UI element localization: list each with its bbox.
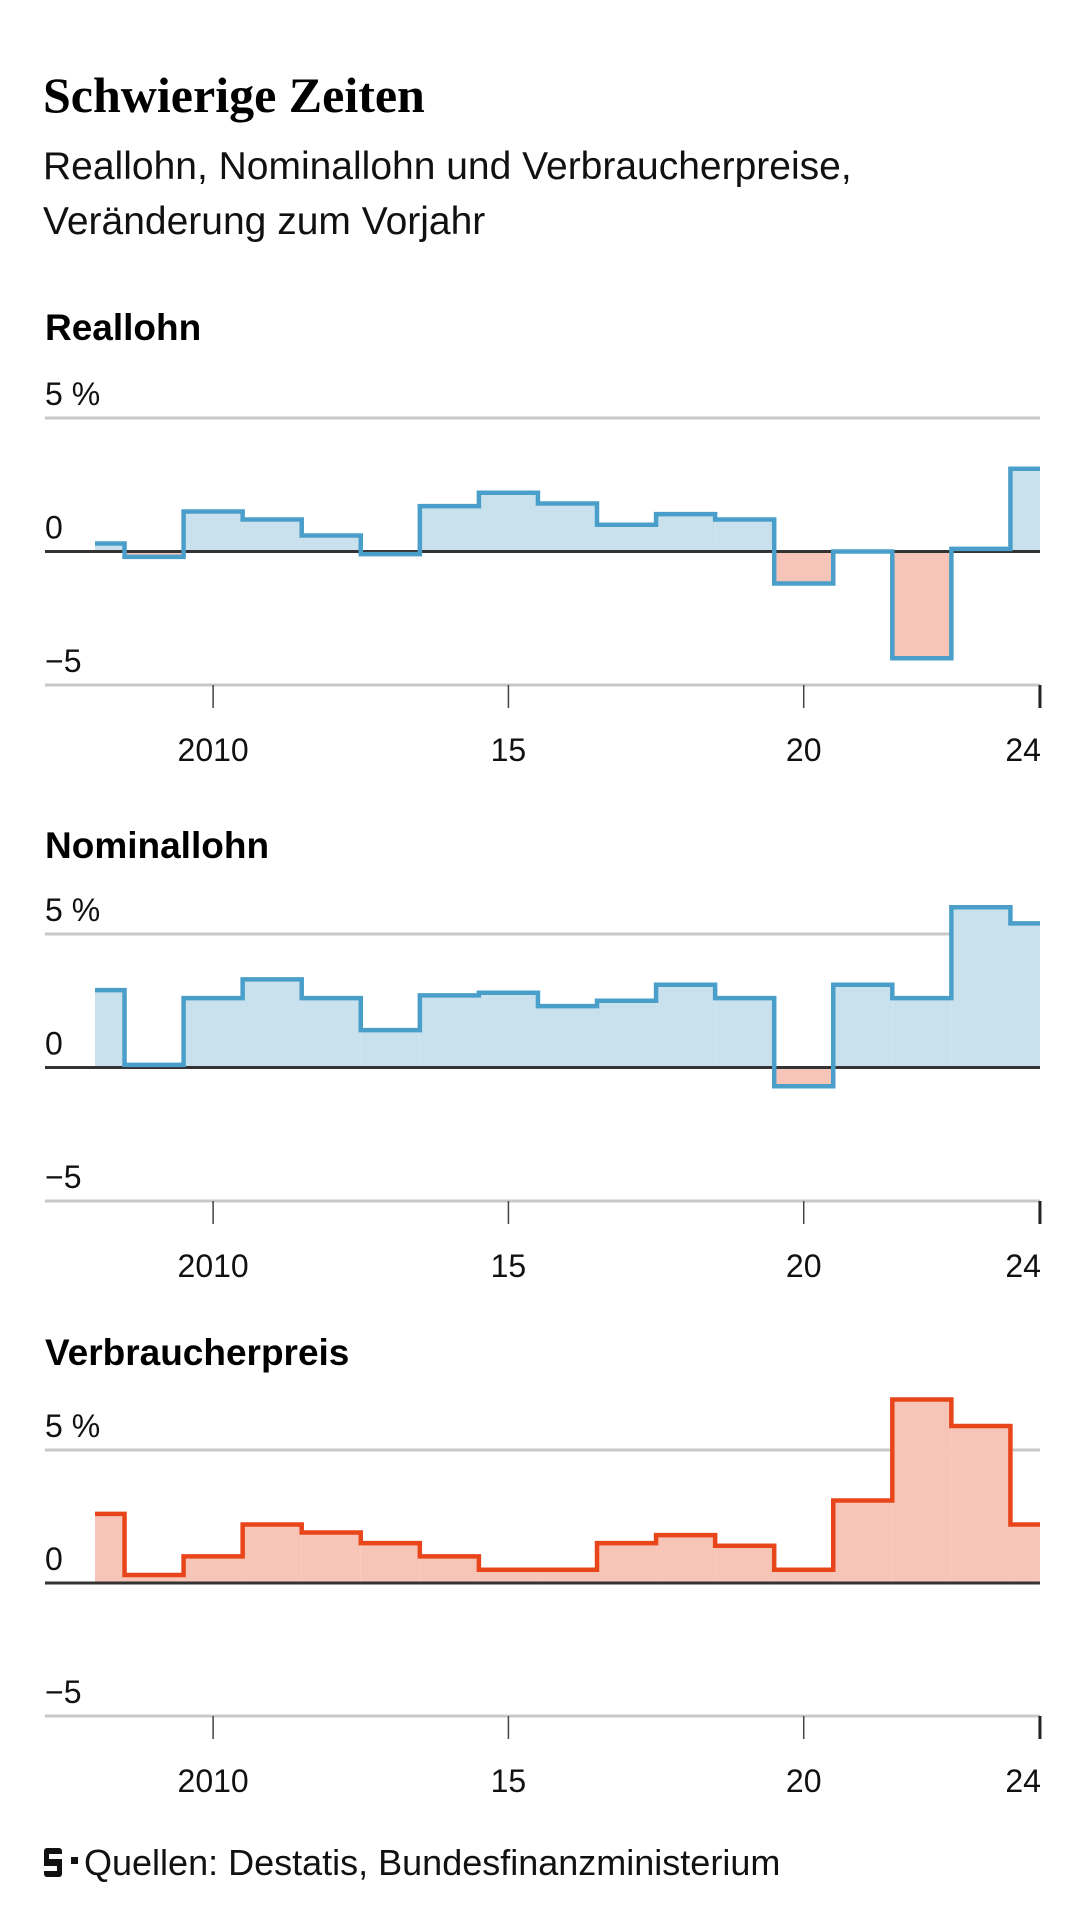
x-tick-label: 2010 xyxy=(178,732,249,768)
series-line xyxy=(95,1397,1040,1578)
y-tick-label: 0 xyxy=(45,510,63,546)
panel-title: Nominallohn xyxy=(45,825,269,866)
y-tick-label: −5 xyxy=(45,643,81,679)
bar-2024 xyxy=(1010,923,1040,1068)
bar-2015 xyxy=(478,1569,538,1583)
bar-2024 xyxy=(1010,468,1040,552)
y-tick-label: 0 xyxy=(45,1541,63,1577)
bar-2014 xyxy=(419,995,479,1068)
chart-subtitle-line2: Veränderung zum Vorjahr xyxy=(43,200,485,243)
x-tick-label: 20 xyxy=(786,732,822,768)
bar-2024 xyxy=(1010,1524,1040,1583)
x-tick-label: 20 xyxy=(786,1248,822,1284)
bar-2017 xyxy=(597,1000,657,1068)
panel-title: Reallohn xyxy=(45,307,201,348)
bar-2016 xyxy=(537,1006,598,1068)
bar-2013 xyxy=(360,1543,420,1583)
bar-2010 xyxy=(183,998,243,1068)
bar-2015 xyxy=(478,992,538,1068)
y-tick-label: 5 % xyxy=(45,1408,100,1444)
series-line xyxy=(95,466,1040,661)
bar-2018 xyxy=(656,514,716,552)
y-tick-label: −5 xyxy=(45,1159,81,1195)
chart-panels: Reallohn 5 % 0 −5 2010 15 20 24 Nominallohn 5 % 0 −… xyxy=(45,307,1042,1799)
bar-2016 xyxy=(537,503,598,552)
bar-2012 xyxy=(301,1532,361,1583)
bar-2018 xyxy=(656,1535,716,1583)
spiegel-logo xyxy=(44,1848,78,1877)
bar-2011 xyxy=(242,1524,302,1583)
x-tick-label: 20 xyxy=(786,1763,822,1799)
x-tick-label: 24 xyxy=(1005,1248,1041,1284)
bar-2017 xyxy=(597,524,657,552)
x-tick-label: 2010 xyxy=(178,1763,249,1799)
bar-2011 xyxy=(242,979,302,1068)
bar-2020 xyxy=(774,1569,834,1583)
bar-2016 xyxy=(537,1569,598,1583)
x-tick-label: 15 xyxy=(491,1763,527,1799)
bar-2012 xyxy=(301,535,361,552)
bar-2009 xyxy=(124,551,184,557)
chart-subtitle-line1: Reallohn, Nominallohn und Verbraucherpre… xyxy=(43,145,852,188)
bar-2022 xyxy=(892,998,952,1068)
bar-2019 xyxy=(715,1545,775,1583)
bar-2010 xyxy=(183,1556,243,1583)
y-tick-label: 5 % xyxy=(45,376,100,412)
separator-dot xyxy=(71,1857,78,1864)
bar-2008 xyxy=(95,990,125,1068)
bar-2009 xyxy=(124,1575,184,1583)
panel-nominallohn: Nominallohn 5 % 0 −5 2010 15 20 24 xyxy=(45,825,1042,1284)
bar-2023 xyxy=(951,1426,1011,1583)
bar-2008 xyxy=(95,543,125,552)
x-tick-label: 24 xyxy=(1005,1763,1041,1799)
bar-2021 xyxy=(833,984,893,1068)
footer: Quellen: Destatis, Bundesfinanzministeri… xyxy=(44,1842,780,1883)
x-tick-label: 15 xyxy=(491,1248,527,1284)
bar-2020 xyxy=(774,551,834,584)
x-tick-label: 15 xyxy=(491,732,527,768)
panel-title: Verbraucherpreis xyxy=(45,1332,349,1373)
bar-2018 xyxy=(656,984,716,1068)
bar-2019 xyxy=(715,519,775,552)
bar-2010 xyxy=(183,511,243,552)
bar-2022 xyxy=(892,1399,952,1583)
bar-2015 xyxy=(478,492,538,552)
x-tick-label: 24 xyxy=(1005,732,1041,768)
bar-2023 xyxy=(951,907,1011,1068)
source-note: Quellen: Destatis, Bundesfinanzministeri… xyxy=(84,1842,780,1883)
chart-title: Schwierige Zeiten xyxy=(43,67,425,123)
bar-2019 xyxy=(715,998,775,1068)
bar-2012 xyxy=(301,998,361,1068)
series-line xyxy=(95,905,1040,1089)
bar-2017 xyxy=(597,1543,657,1583)
bar-2013 xyxy=(360,1030,420,1068)
x-tick-label: 2010 xyxy=(178,1248,249,1284)
panel-reallohn: Reallohn 5 % 0 −5 2010 15 20 24 xyxy=(45,307,1042,768)
panel-verbraucherpreis: Verbraucherpreis 5 % 0 −5 2010 15 20 24 xyxy=(45,1332,1042,1799)
bar-2011 xyxy=(242,519,302,552)
bar-2014 xyxy=(419,1556,479,1583)
bar-2021 xyxy=(833,1500,893,1583)
bar-2014 xyxy=(419,506,479,552)
bar-2022 xyxy=(892,551,952,659)
bar-2008 xyxy=(95,1513,125,1583)
y-tick-label: −5 xyxy=(45,1674,81,1710)
y-tick-label: 0 xyxy=(45,1026,63,1062)
y-tick-label: 5 % xyxy=(45,892,100,928)
bar-2020 xyxy=(774,1067,834,1087)
